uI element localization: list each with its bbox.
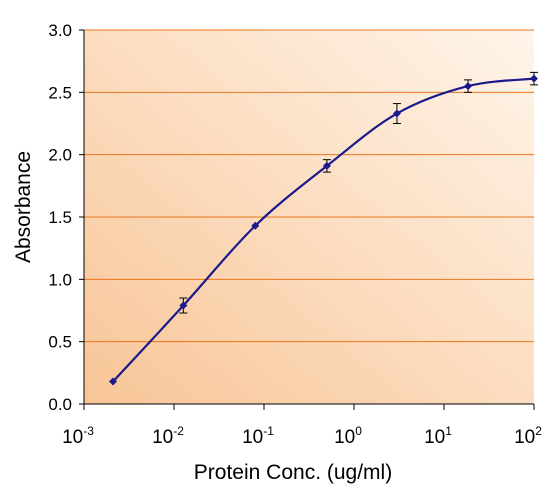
y-tick-labels: 0.0 0.5 1.0 1.5 2.0 2.5 3.0 — [48, 21, 84, 414]
y-tick-label: 2.0 — [48, 146, 72, 165]
data-point — [464, 82, 473, 91]
data-point — [251, 221, 260, 230]
data-point — [322, 161, 331, 170]
y-tick-label: 3.0 — [48, 21, 72, 40]
x-tick-label: 101 — [424, 424, 452, 448]
y-tick-label: 0.5 — [48, 333, 72, 352]
x-tick-label: 10-2 — [152, 424, 184, 448]
data-point — [392, 109, 401, 118]
data-series — [108, 71, 538, 386]
x-tick-label: 100 — [334, 424, 362, 448]
x-tick-label: 102 — [514, 424, 542, 448]
y-axis-title: Absorbance — [12, 151, 35, 263]
y-tick-label: 0.0 — [48, 395, 72, 414]
data-point — [530, 74, 538, 83]
gridlines — [84, 29, 534, 343]
x-tick-label: 10-3 — [62, 424, 94, 448]
data-point — [179, 301, 188, 310]
y-tick-label: 1.5 — [48, 208, 72, 227]
data-point — [108, 377, 117, 386]
x-axis-title: Protein Conc. (ug/ml) — [194, 461, 392, 484]
x-tick-labels: 10-3 10-2 10-1 100 101 102 — [62, 404, 542, 448]
x-tick-label: 10-1 — [242, 424, 274, 448]
y-tick-label: 1.0 — [48, 270, 72, 289]
y-tick-label: 2.5 — [48, 83, 72, 102]
